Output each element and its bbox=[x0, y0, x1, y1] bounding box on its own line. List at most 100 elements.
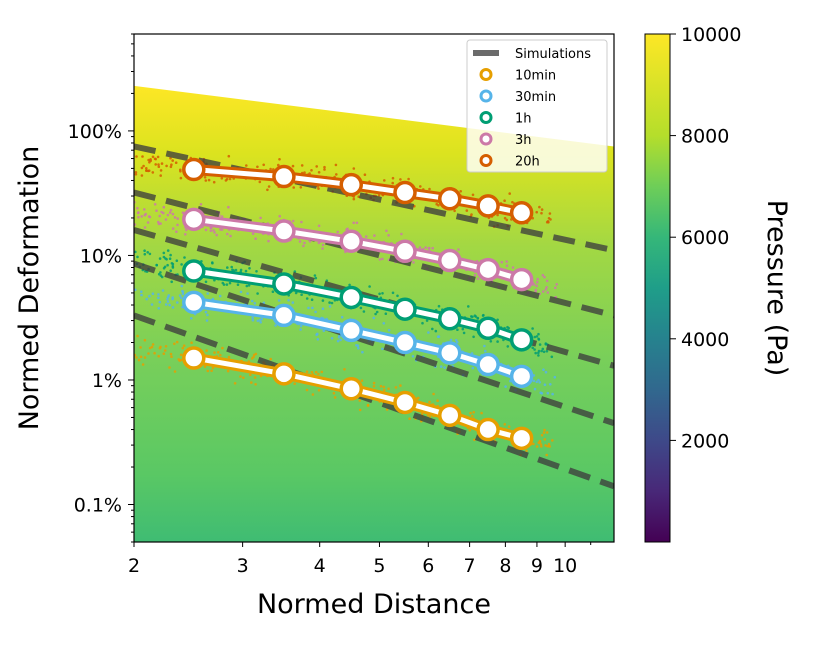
scatter-point bbox=[534, 351, 537, 355]
y-axis-title: Normed Deformation bbox=[14, 146, 45, 431]
scatter-point bbox=[474, 315, 478, 318]
colorbar-tick-label: 8000 bbox=[681, 126, 729, 148]
scatter-point bbox=[171, 212, 175, 216]
scatter-point bbox=[179, 353, 183, 357]
scatter-point bbox=[546, 291, 550, 294]
scatter-point bbox=[415, 397, 419, 401]
simulation-line-1 bbox=[134, 143, 614, 254]
scatter-point bbox=[544, 288, 548, 291]
scatter-point bbox=[373, 234, 376, 237]
scatter-point bbox=[239, 375, 242, 378]
scatter-point bbox=[321, 307, 325, 311]
scatter-point bbox=[184, 233, 187, 236]
scatter-point bbox=[254, 383, 257, 386]
scatter-point bbox=[364, 235, 368, 238]
scatter-point bbox=[387, 387, 390, 391]
scatter-point bbox=[267, 239, 270, 243]
scatter-point bbox=[153, 351, 156, 355]
scatter-point bbox=[399, 384, 402, 387]
scatter-point bbox=[249, 373, 252, 377]
scatter-point bbox=[277, 163, 280, 167]
scatter-point bbox=[256, 292, 259, 295]
scatter-point bbox=[337, 336, 341, 339]
scatter-point bbox=[542, 368, 545, 372]
scatter-point bbox=[236, 283, 240, 287]
y-tick-label: 0.1% bbox=[74, 495, 122, 517]
scatter-point bbox=[253, 302, 257, 305]
scatter-point bbox=[253, 376, 257, 379]
data-point-30min bbox=[476, 352, 500, 377]
scatter-point bbox=[396, 294, 399, 298]
scatter-point bbox=[543, 438, 547, 441]
scatter-point bbox=[213, 231, 216, 234]
data-point-10min bbox=[393, 390, 417, 415]
scatter-point bbox=[169, 165, 173, 169]
x-tick-label: 9 bbox=[531, 555, 543, 577]
scatter-point bbox=[538, 381, 541, 384]
scatter-point bbox=[503, 199, 506, 202]
scatter-point bbox=[317, 224, 321, 228]
scatter-point bbox=[408, 417, 411, 421]
scatter-point bbox=[166, 249, 170, 252]
scatter-point bbox=[220, 177, 224, 180]
scatter-point bbox=[540, 433, 544, 437]
legend-label: 30min bbox=[515, 90, 556, 105]
scatter-point bbox=[147, 352, 150, 355]
scatter-point bbox=[166, 300, 170, 303]
scatter-point bbox=[384, 312, 388, 316]
scatter-point bbox=[387, 234, 390, 237]
scatter-point bbox=[159, 222, 162, 225]
scatter-point bbox=[258, 180, 262, 184]
data-point-1h bbox=[438, 307, 462, 331]
scatter-point bbox=[146, 221, 150, 224]
colorbar-tick-label: 10000 bbox=[681, 24, 741, 46]
scatter-point bbox=[366, 403, 370, 407]
scatter-point bbox=[428, 400, 431, 404]
scatter-point bbox=[305, 388, 309, 392]
scatter-point bbox=[503, 423, 507, 426]
scatter-point bbox=[314, 310, 317, 314]
scatter-point bbox=[226, 232, 229, 236]
scatter-point bbox=[379, 384, 383, 388]
scatter-point bbox=[209, 229, 213, 232]
scatter-point bbox=[269, 357, 273, 361]
scatter-point bbox=[166, 263, 169, 267]
scatter-point bbox=[169, 269, 172, 273]
scatter-point bbox=[176, 301, 179, 304]
scatter-point bbox=[368, 285, 371, 288]
scatter-point bbox=[173, 370, 177, 373]
x-tick-label: 4 bbox=[314, 555, 326, 577]
scatter-point bbox=[300, 164, 304, 167]
scatter-point bbox=[323, 165, 326, 169]
scatter-point bbox=[250, 381, 253, 384]
scatter-point bbox=[411, 355, 415, 358]
scatter-point bbox=[151, 155, 155, 159]
legend-label: 3h bbox=[515, 133, 532, 148]
scatter-point bbox=[336, 230, 340, 234]
data-point-20h bbox=[182, 157, 206, 182]
scatter-point bbox=[212, 180, 216, 184]
legend-box bbox=[466, 39, 608, 173]
scatter-point bbox=[539, 391, 542, 395]
scatter-point bbox=[259, 216, 262, 220]
scatter-point bbox=[317, 187, 320, 190]
scatter-point bbox=[179, 296, 183, 300]
scatter-point bbox=[164, 303, 168, 306]
scatter-point bbox=[166, 213, 170, 217]
scatter-point bbox=[179, 170, 182, 173]
scatter-point bbox=[352, 197, 356, 201]
scatter-point bbox=[307, 306, 310, 310]
scatter-point bbox=[385, 229, 388, 233]
scatter-point bbox=[148, 252, 152, 256]
scatter-point bbox=[352, 167, 356, 170]
scatter-point bbox=[399, 178, 402, 181]
scatter-point bbox=[352, 221, 356, 225]
scatter-point bbox=[134, 173, 138, 176]
scatter-point bbox=[159, 174, 162, 177]
data-point-30min bbox=[272, 303, 296, 328]
scatter-point bbox=[425, 319, 429, 322]
data-point-3h bbox=[339, 229, 363, 254]
scatter-point bbox=[303, 241, 306, 245]
scatter-point bbox=[180, 263, 183, 266]
scatter-point bbox=[227, 355, 231, 359]
